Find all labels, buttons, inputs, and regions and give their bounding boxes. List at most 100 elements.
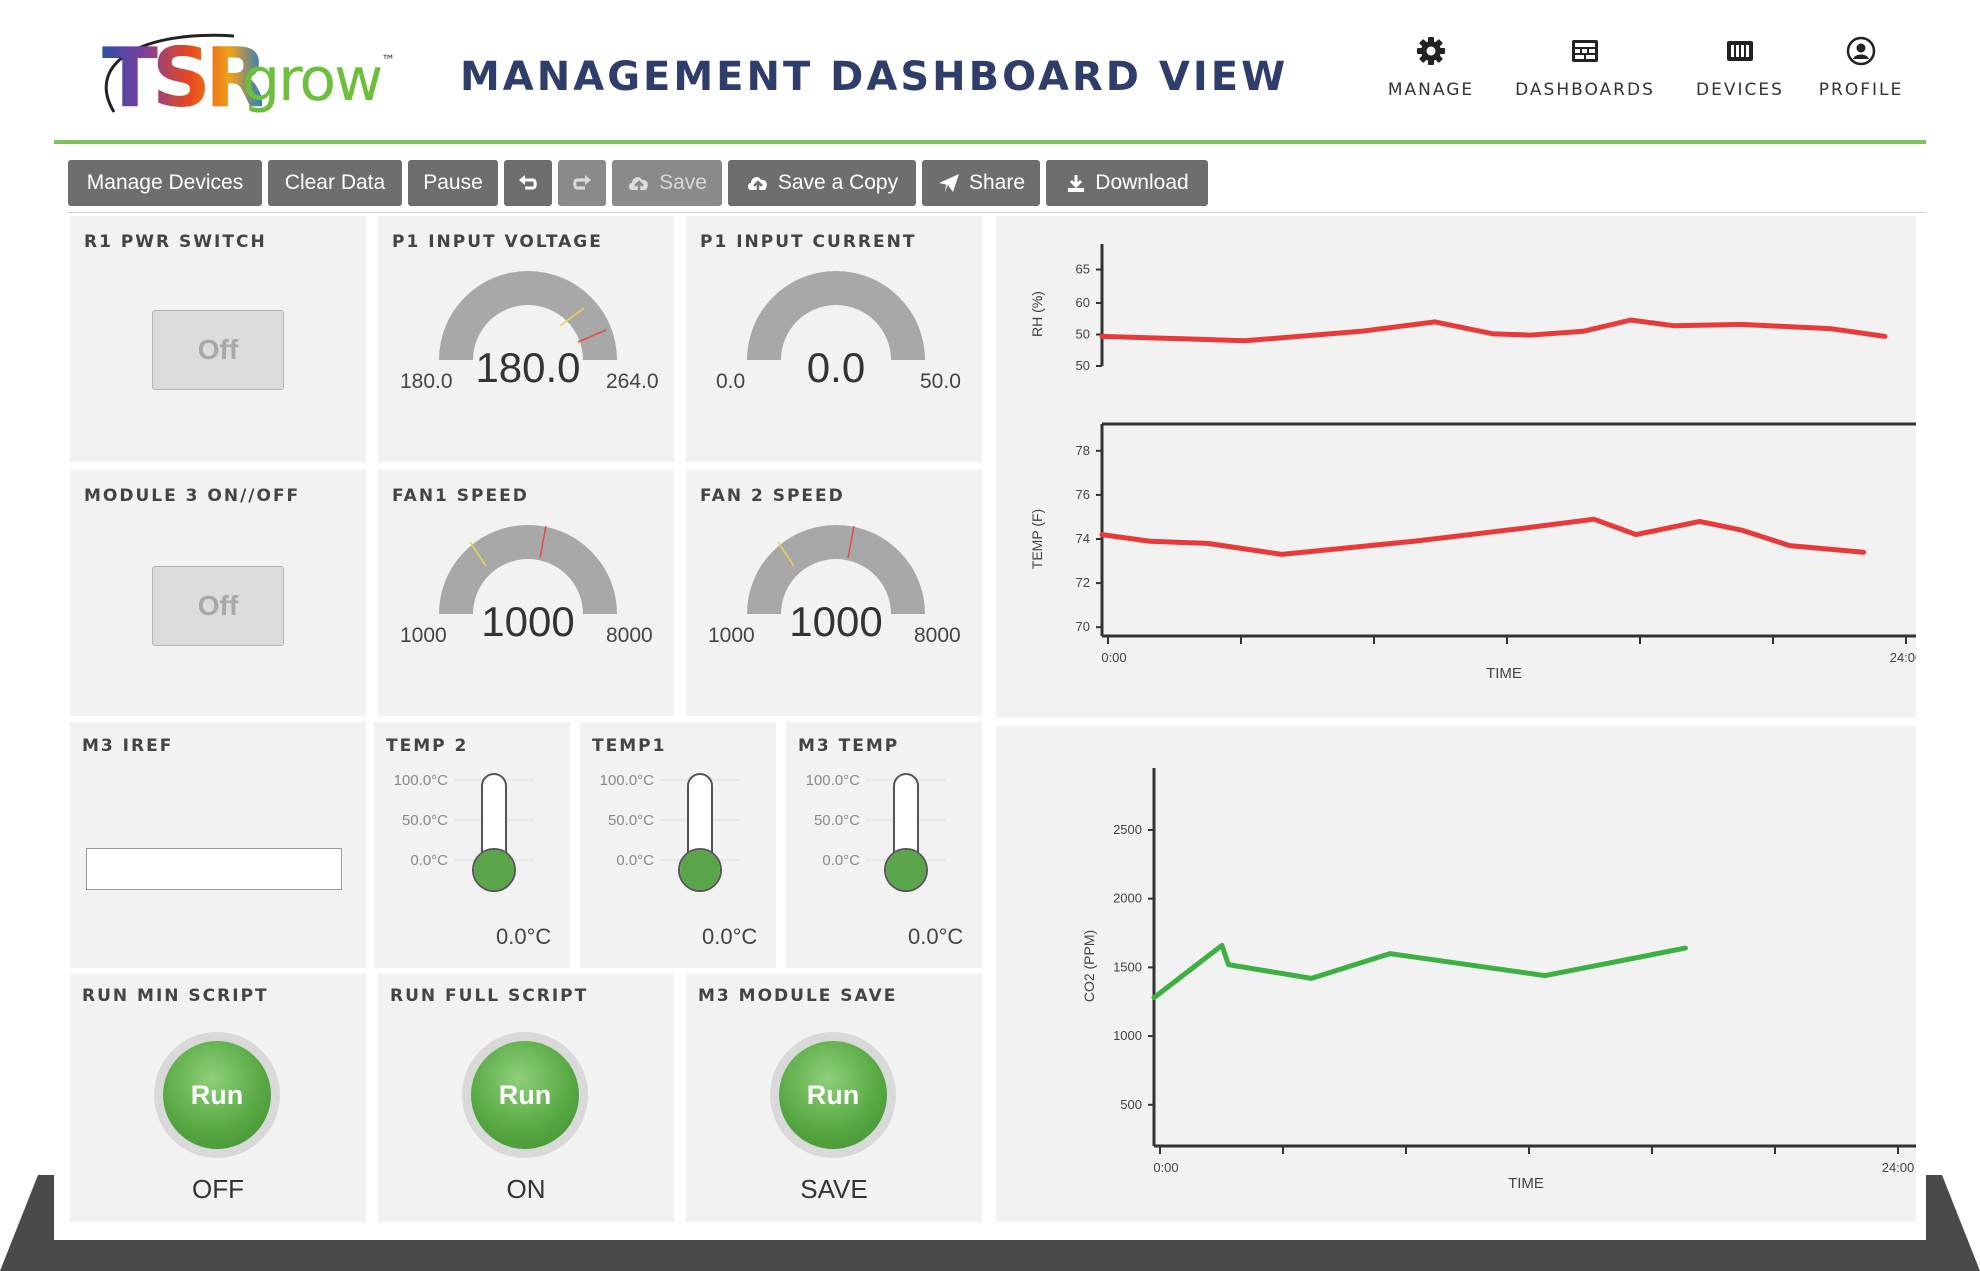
logo-brand: TSR	[102, 31, 268, 126]
run-full-script-ring: Run	[462, 1032, 588, 1158]
nav-profile[interactable]: PROFILE	[1806, 36, 1916, 116]
fan1-max: 8000	[606, 624, 653, 647]
current-gauge	[747, 271, 925, 360]
panel-title: M3 IREF	[82, 736, 174, 756]
download-label: Download	[1095, 171, 1189, 194]
run-full-script-status: ON	[506, 1174, 546, 1204]
profile-icon	[1846, 36, 1876, 66]
y-tick-label: 72	[1076, 575, 1090, 590]
dashboard-icon	[1572, 40, 1598, 62]
panel-title: TEMP1	[592, 736, 667, 756]
thermometer-icon	[866, 773, 946, 892]
y-tick-label: 1500	[1113, 959, 1142, 974]
p1-input-voltage-panel: P1 INPUT VOLTAGE 180.0 180.0 264.0	[378, 216, 674, 462]
x-axis-label: TIME	[1486, 665, 1522, 682]
temp-tick: 0.0°C	[616, 852, 654, 869]
save-button[interactable]: Save	[612, 160, 722, 206]
temp-tick: 50.0°C	[607, 812, 654, 829]
y-tick-label: 74	[1076, 531, 1090, 546]
nav-devices[interactable]: DEVICES	[1680, 36, 1800, 116]
voltage-max: 264.0	[606, 370, 659, 393]
nav-manage-label: MANAGE	[1387, 80, 1475, 100]
fan1-value: 1000	[481, 598, 575, 645]
y-tick-label: 65	[1076, 262, 1090, 277]
dashboard-frame: TSR grow™ MANAGEMENT DASHBOARD VIEW MANA…	[54, 0, 1926, 1240]
nav-manage[interactable]: MANAGE	[1364, 36, 1498, 116]
temp-tick: 100.0°C	[599, 772, 654, 789]
header: TSR grow™ MANAGEMENT DASHBOARD VIEW MANA…	[54, 0, 1926, 140]
logo-swoosh-icon	[104, 33, 235, 113]
cloud-upload-icon	[747, 177, 767, 193]
r1-pwr-switch-panel: R1 PWR SWITCH Off	[70, 216, 366, 462]
x-axis-label: TIME	[1508, 1175, 1544, 1192]
pause-button[interactable]: Pause	[408, 160, 498, 206]
current-max: 50.0	[920, 370, 961, 393]
m3-temp-value: 0.0°C	[908, 924, 964, 949]
thermometer-icon	[454, 773, 534, 892]
fan2-min: 1000	[708, 624, 755, 647]
x-tick-label: 0:00	[1153, 1160, 1178, 1175]
save-copy-button[interactable]: Save a Copy	[728, 160, 916, 206]
temp-tick: 100.0°C	[805, 772, 860, 789]
run-min-script-button[interactable]: Run	[163, 1041, 271, 1149]
download-button[interactable]: Download	[1046, 160, 1208, 206]
m3-iref-panel: M3 IREF	[70, 722, 366, 968]
header-divider	[54, 140, 1926, 144]
rh-temp-chart-panel: 50 50 60 65 RH (%) 70 72 74 76 78 TEMP (F) 0:00 24:0…	[996, 216, 1926, 718]
module3-toggle[interactable]: Off	[152, 566, 284, 646]
paper-plane-icon	[938, 174, 959, 193]
co2-chart-panel: 500 1000 1500 2000 2500 CO2 (PPM) 0:00 24:00 TIM…	[996, 726, 1918, 1222]
panel-title: FAN 2 SPEED	[700, 486, 845, 506]
undo-icon	[519, 175, 537, 190]
series-line	[1099, 516, 1867, 557]
fan2-gauge	[747, 525, 925, 614]
run-min-script-status: OFF	[192, 1174, 244, 1204]
fan1-speed-panel: FAN1 SPEED 1000 1000 8000	[378, 470, 674, 716]
temp1-panel: TEMP1 100.0°C 50.0°C 0.0°C 0.0°C	[580, 722, 776, 968]
fan2-speed-panel: FAN 2 SPEED 1000 1000 8000	[686, 470, 982, 716]
panel-title: FAN1 SPEED	[392, 486, 529, 506]
nav-devices-label: DEVICES	[1696, 80, 1784, 100]
fan1-min: 1000	[400, 624, 447, 647]
manage-devices-button[interactable]: Manage Devices	[68, 160, 262, 206]
series-line	[1151, 942, 1688, 1001]
redo-icon	[573, 175, 591, 190]
devices-icon	[1727, 41, 1753, 61]
temp2-panel: TEMP 2 100.0°C 50.0°C 0.0°C 0.0°C	[374, 722, 570, 968]
current-min: 0.0	[716, 370, 746, 393]
p1-input-current-panel: P1 INPUT CURRENT 0.0 0.0 50.0	[686, 216, 982, 462]
temp-tick: 100.0°C	[393, 772, 448, 789]
m3-module-save-ring: Run	[770, 1032, 896, 1158]
y-tick-label: 60	[1076, 295, 1090, 310]
clear-data-button[interactable]: Clear Data	[268, 160, 402, 206]
page-title: MANAGEMENT DASHBOARD VIEW	[460, 54, 1289, 100]
panel-title: RUN MIN SCRIPT	[82, 986, 269, 1006]
logo-product: grow™	[242, 45, 396, 115]
nav-dashboards-label: DASHBOARDS	[1515, 80, 1655, 100]
nav-dashboards[interactable]: DASHBOARDS	[1500, 36, 1670, 116]
r1-pwr-toggle[interactable]: Off	[152, 310, 284, 390]
share-label: Share	[968, 171, 1026, 194]
fan1-gauge	[439, 525, 617, 614]
y-tick-label: 2500	[1113, 822, 1142, 837]
redo-button[interactable]	[558, 160, 606, 206]
m3-iref-input[interactable]	[86, 848, 342, 890]
temp-tick: 0.0°C	[410, 852, 448, 869]
fan2-value: 1000	[789, 598, 883, 645]
y-tick-label: 50	[1076, 358, 1090, 373]
share-button[interactable]: Share	[922, 160, 1040, 206]
y-tick-label: 2000	[1113, 891, 1142, 906]
run-full-script-button[interactable]: Run	[471, 1041, 579, 1149]
undo-button[interactable]	[504, 160, 552, 206]
temp-tick: 0.0°C	[822, 852, 860, 869]
x-tick-label: 24:00	[1890, 650, 1916, 665]
temp-tick: 50.0°C	[813, 812, 860, 829]
m3-module-save-button[interactable]: Run	[779, 1041, 887, 1149]
toolbar-divider	[68, 212, 1926, 213]
rh-temp-chart: 50 50 60 65 RH (%) 70 72 74 76 78 TEMP (F) 0:00 24:0…	[1029, 244, 1926, 682]
run-min-script-panel: RUN MIN SCRIPT Run OFF	[70, 974, 366, 1222]
panel-title: P1 INPUT VOLTAGE	[392, 232, 603, 252]
panel-title: RUN FULL SCRIPT	[390, 986, 589, 1006]
panel-title: M3 MODULE SAVE	[698, 986, 898, 1006]
voltage-value: 180.0	[475, 344, 581, 391]
